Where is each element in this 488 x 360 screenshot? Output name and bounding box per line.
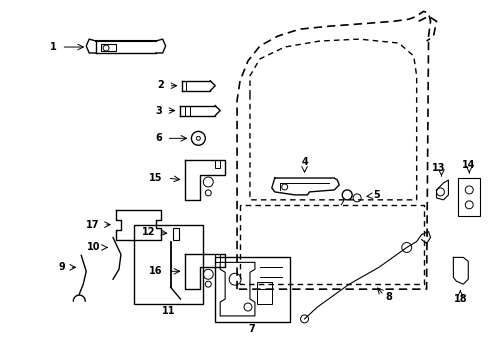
Bar [134,225,203,304]
Bar [256,282,271,304]
Text: 9: 9 [58,262,65,272]
Bar [457,178,479,216]
Text: 13: 13 [431,163,445,173]
Text: 5: 5 [373,190,380,200]
Text: 14: 14 [461,160,474,170]
Text: 6: 6 [155,133,162,143]
Text: 15: 15 [149,173,162,183]
Text: 10: 10 [87,243,101,252]
Text: 4: 4 [301,157,307,167]
Bar [215,160,220,168]
Text: 3: 3 [155,105,162,116]
Bar [101,44,116,51]
Text: 17: 17 [86,220,100,230]
Text: 18: 18 [452,294,466,304]
Text: 2: 2 [157,80,163,90]
Text: 7: 7 [248,324,255,334]
Bar [215,257,289,322]
Text: 8: 8 [385,292,391,302]
Text: 12: 12 [142,226,155,237]
Text: 16: 16 [149,266,162,276]
Text: 1: 1 [50,42,57,52]
Bar [215,255,220,262]
Text: 11: 11 [162,306,175,316]
Bar [172,228,178,239]
